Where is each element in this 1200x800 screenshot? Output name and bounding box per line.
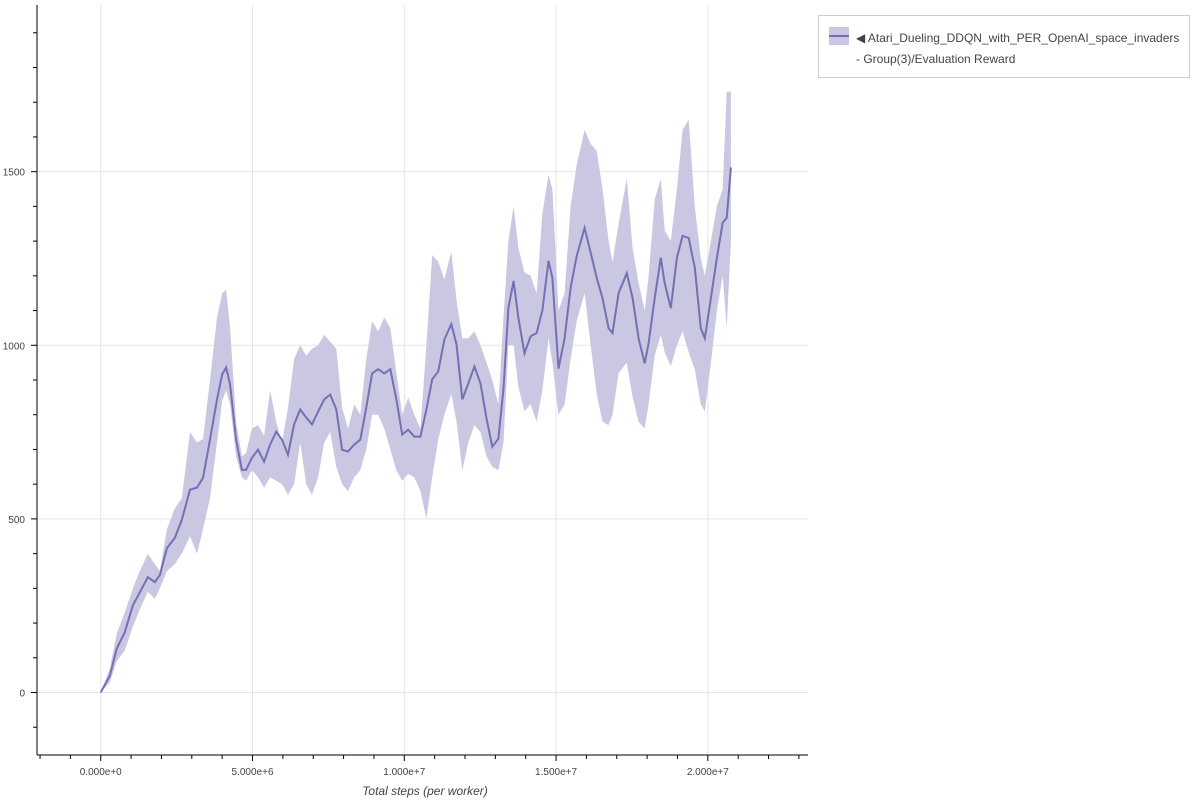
legend: ◀ Atari_Dueling_DDQN_with_PER_OpenAI_spa… (818, 15, 1190, 78)
x-tick-label: 0.000e+0 (80, 767, 122, 778)
x-tick-label: 1.500e+7 (535, 767, 577, 778)
y-tick-label: 0 (19, 689, 25, 700)
x-tick-label: 2.000e+7 (687, 767, 729, 778)
y-tick-label: 1000 (3, 341, 26, 352)
x-tick-label: 5.000e+6 (232, 767, 274, 778)
x-tick-label: 1.000e+7 (383, 767, 425, 778)
y-tick-label: 1500 (3, 168, 26, 179)
legend-swatch-icon[interactable] (829, 27, 849, 45)
series-confidence-band (100, 91, 731, 693)
legend-entry-label[interactable]: ◀ Atari_Dueling_DDQN_with_PER_OpenAI_spa… (856, 31, 1180, 66)
axes: 0.000e+0 5.000e+6 1.000e+7 1.500e+7 2.000e+7… (3, 5, 808, 778)
grid (37, 5, 808, 755)
y-tick-label: 500 (8, 515, 25, 526)
series-mean-line (99, 167, 732, 693)
x-axis-label: Total steps (per worker) (362, 784, 488, 798)
